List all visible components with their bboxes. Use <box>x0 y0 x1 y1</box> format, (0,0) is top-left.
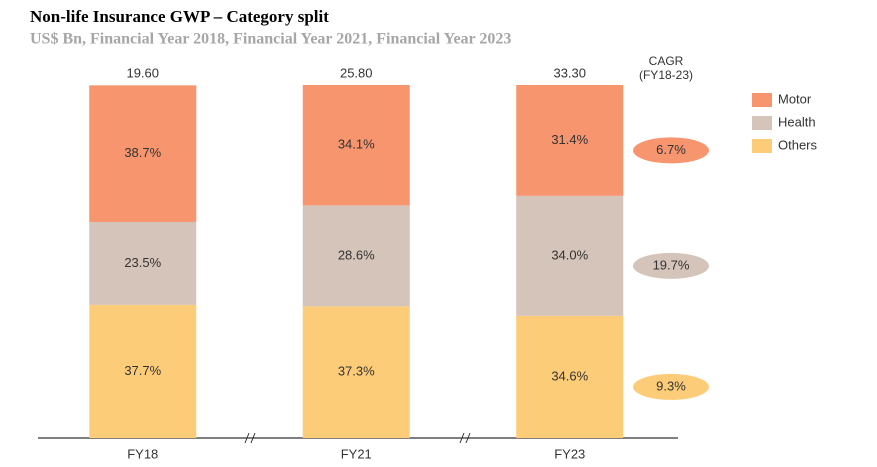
bar-segment <box>89 221 197 305</box>
segment-label: 34.1% <box>338 137 375 152</box>
total-label: 33.30 <box>553 65 586 80</box>
bar-segment <box>516 85 624 196</box>
legend-swatch <box>752 116 772 130</box>
cagr-subtitle: (FY18-23) <box>639 68 693 82</box>
total-label: 19.60 <box>126 65 159 80</box>
x-tick-label: FY18 <box>127 446 158 461</box>
cagr-bubble <box>633 137 709 164</box>
cagr-label: 9.3% <box>656 378 686 393</box>
bar-segment <box>302 205 410 307</box>
x-tick-label: FY21 <box>341 446 372 461</box>
bar-segment <box>302 306 410 438</box>
segment-label: 31.4% <box>551 132 588 147</box>
bar-segment <box>302 85 410 206</box>
chart-title: Non-life Insurance GWP – Category split <box>30 7 329 26</box>
segment-label: 38.7% <box>124 145 161 160</box>
cagr-label: 19.7% <box>653 257 690 272</box>
cagr-bubble <box>633 252 709 279</box>
bar-segment <box>89 85 197 222</box>
segment-label: 34.6% <box>551 368 588 383</box>
legend-swatch <box>752 93 772 107</box>
bar-segment <box>516 315 624 438</box>
legend-label: Others <box>778 137 818 152</box>
chart-subtitle: US$ Bn, Financial Year 2018, Financial Y… <box>30 31 511 48</box>
segment-label: 23.5% <box>124 255 161 270</box>
x-tick-label: FY23 <box>554 446 585 461</box>
segment-label: 37.3% <box>338 364 375 379</box>
bar-segment <box>89 304 197 438</box>
cagr-title: CAGR <box>649 54 684 68</box>
total-label: 25.80 <box>340 65 373 80</box>
legend-swatch <box>752 139 772 153</box>
segment-label: 34.0% <box>551 247 588 262</box>
cagr-label: 6.7% <box>656 142 686 157</box>
legend-label: Health <box>778 114 816 129</box>
segment-label: 28.6% <box>338 247 375 262</box>
cagr-bubble <box>633 373 709 400</box>
legend-label: Motor <box>778 91 812 106</box>
segment-label: 37.7% <box>124 363 161 378</box>
bar-segment <box>516 195 624 316</box>
axis-break <box>244 432 471 444</box>
